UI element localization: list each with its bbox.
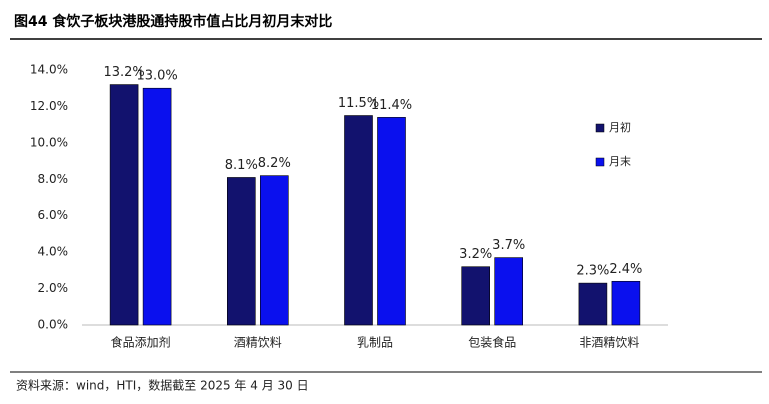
bar [142,87,172,326]
y-tick-label: 14.0% [30,63,68,77]
y-tick-label: 0.0% [38,318,69,332]
value-label: 2.4% [609,262,642,277]
value-label: 11.5% [338,96,379,111]
chart-title: 图44 食饮子板块港股通持股市值占比月初月末对比 [14,13,332,30]
value-label: 2.3% [576,264,609,279]
bar [109,84,139,326]
bar [344,115,373,326]
value-label: 8.1% [225,158,258,173]
bar [578,282,608,326]
legend-label: 月末 [609,154,631,168]
value-label: 11.4% [371,98,412,113]
bar [377,117,406,326]
bar [227,177,256,326]
source-note: 资料来源：wind，HTI，数据截至 2025 年 4 月 30 日 [16,378,309,393]
y-tick-label: 6.0% [38,208,69,222]
bar [494,257,524,326]
value-label: 13.0% [136,69,177,84]
legend-label: 月初 [609,120,631,134]
x-tick-label: 乳制品 [357,336,393,350]
bar [461,266,491,326]
y-tick-label: 8.0% [38,172,69,186]
bar [259,175,289,326]
y-tick-label: 12.0% [30,99,68,113]
value-label: 13.2% [103,65,144,80]
bar [611,280,641,326]
x-tick-label: 非酒精饮料 [579,336,639,350]
x-tick-label: 包装食品 [468,335,516,350]
x-tick-label: 酒精饮料 [234,336,282,350]
value-label: 3.2% [459,247,492,262]
y-tick-label: 2.0% [38,281,69,295]
legend-swatch [595,123,605,133]
y-tick-label: 4.0% [38,245,69,259]
legend-swatch [595,157,605,167]
y-tick-label: 10.0% [30,135,68,149]
value-label: 8.2% [258,156,291,171]
x-tick-label: 食品添加剂 [111,335,171,350]
value-label: 3.7% [492,238,525,253]
